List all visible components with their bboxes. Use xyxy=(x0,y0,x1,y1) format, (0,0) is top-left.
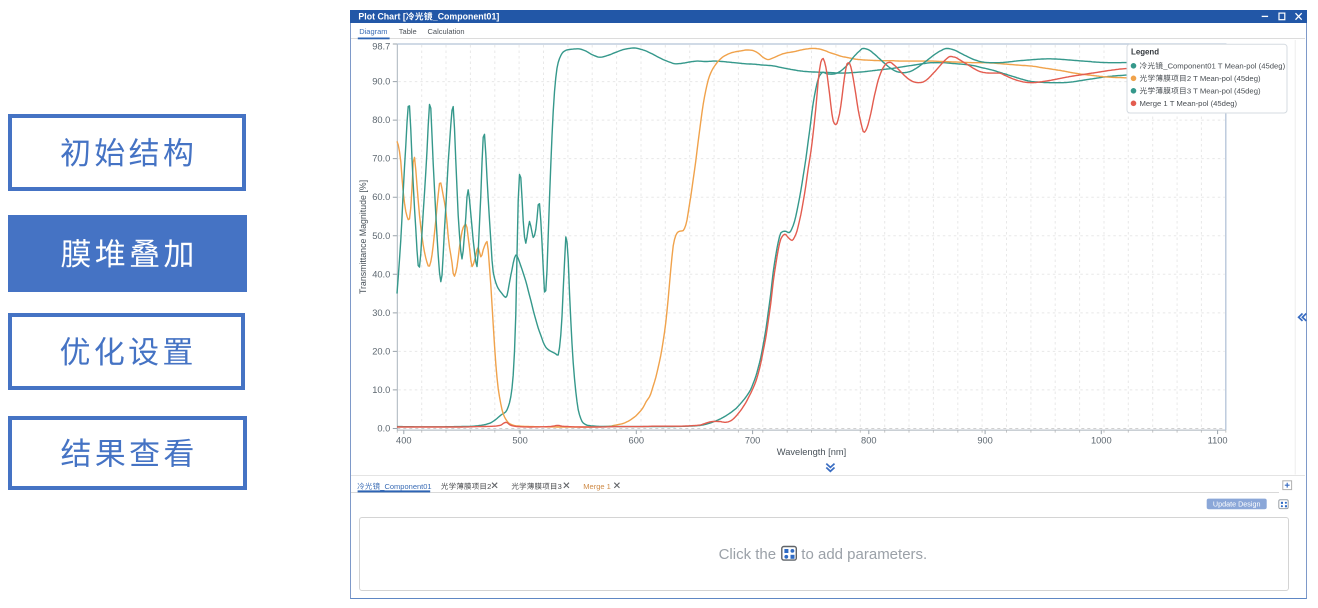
svg-text:50.0: 50.0 xyxy=(372,231,390,241)
svg-text:Diagram: Diagram xyxy=(359,27,387,36)
svg-text:60.0: 60.0 xyxy=(372,192,390,202)
svg-text:Click the: Click the xyxy=(719,546,777,563)
svg-text:2: 2 xyxy=(487,482,491,491)
svg-text:40.0: 40.0 xyxy=(372,269,390,279)
svg-text:Plot Chart [: Plot Chart [ xyxy=(358,12,405,22)
svg-text:1100: 1100 xyxy=(1208,436,1228,446)
svg-text:98.7: 98.7 xyxy=(372,41,390,51)
svg-text:3 T Mean-pol (45deg): 3 T Mean-pol (45deg) xyxy=(1187,87,1261,96)
svg-text:1000: 1000 xyxy=(1091,436,1112,446)
svg-text:Calculation: Calculation xyxy=(428,27,465,36)
svg-text:90.0: 90.0 xyxy=(372,77,390,87)
svg-text:to add parameters.: to add parameters. xyxy=(801,546,927,563)
svg-text:30.0: 30.0 xyxy=(372,308,390,318)
svg-text:10.0: 10.0 xyxy=(372,385,390,395)
svg-text:Update Design: Update Design xyxy=(1213,499,1261,508)
svg-text:900: 900 xyxy=(977,436,993,446)
svg-text:600: 600 xyxy=(629,436,645,446)
svg-text:_Component01 T Mean-pol (45deg: _Component01 T Mean-pol (45deg) xyxy=(1162,62,1285,71)
svg-text:_Component01]: _Component01] xyxy=(432,12,500,22)
svg-text:20.0: 20.0 xyxy=(372,346,390,356)
svg-text:2 T Mean-pol (45deg): 2 T Mean-pol (45deg) xyxy=(1187,74,1261,83)
svg-text:_Component01: _Component01 xyxy=(379,482,431,491)
svg-text:Table: Table xyxy=(399,27,417,36)
svg-text:400: 400 xyxy=(396,436,412,446)
svg-text:700: 700 xyxy=(745,436,761,446)
svg-text:Merge 1: Merge 1 xyxy=(583,482,611,491)
svg-text:0.0: 0.0 xyxy=(377,424,390,434)
svg-text:800: 800 xyxy=(861,436,877,446)
svg-text:Transmittance Magnitude [%]: Transmittance Magnitude [%] xyxy=(358,180,368,294)
svg-text:Legend: Legend xyxy=(1131,48,1159,57)
svg-text:500: 500 xyxy=(512,436,528,446)
svg-text:Wavelength [nm]: Wavelength [nm] xyxy=(777,447,846,457)
svg-text:80.0: 80.0 xyxy=(372,115,390,125)
svg-text:3: 3 xyxy=(558,482,562,491)
svg-text:Merge 1 T Mean-pol (45deg): Merge 1 T Mean-pol (45deg) xyxy=(1140,99,1238,108)
svg-text:70.0: 70.0 xyxy=(372,154,390,164)
